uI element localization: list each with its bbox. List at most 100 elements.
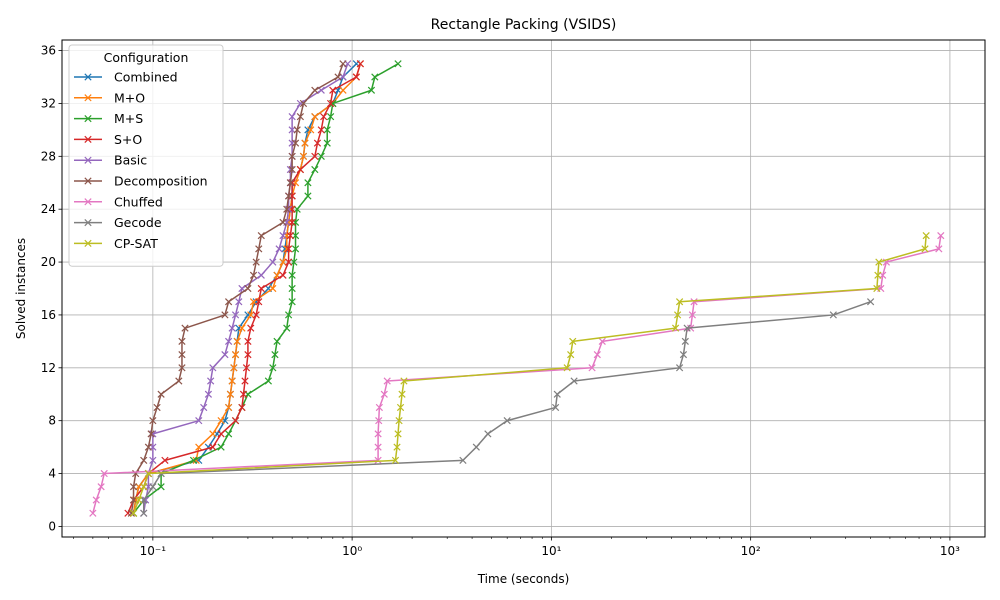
data-point	[288, 165, 296, 174]
legend-label: M+S	[114, 111, 143, 126]
legend-label: Basic	[114, 153, 147, 168]
data-point	[284, 192, 293, 200]
data-point	[874, 271, 882, 279]
data-point	[157, 483, 165, 491]
data-point	[329, 86, 337, 94]
data-point	[140, 456, 148, 464]
data-point	[257, 284, 265, 293]
legend-item: CP-SAT	[74, 236, 158, 251]
data-point	[690, 298, 698, 306]
data-point	[339, 86, 347, 94]
data-point	[178, 364, 186, 372]
data-point	[92, 496, 100, 504]
legend-item: Basic	[74, 153, 147, 168]
data-point	[238, 403, 246, 412]
data-point	[224, 430, 233, 438]
data-point	[149, 483, 157, 491]
data-point	[233, 337, 241, 345]
x-tick-label: 10⁻¹	[140, 544, 167, 558]
data-point	[304, 179, 312, 187]
data-point	[241, 377, 249, 385]
data-point	[374, 443, 382, 451]
legend-title: Configuration	[104, 50, 189, 65]
data-point	[291, 139, 300, 147]
data-point	[922, 232, 930, 240]
data-point	[221, 350, 229, 359]
y-tick-label: 4	[48, 467, 56, 481]
y-tick-label: 24	[41, 202, 56, 216]
series-cp-sat	[129, 232, 930, 517]
data-point	[873, 284, 881, 293]
data-point	[228, 324, 236, 332]
data-point	[921, 245, 929, 253]
data-point	[671, 324, 680, 332]
data-point	[375, 417, 383, 425]
data-point	[299, 99, 308, 108]
data-point	[339, 60, 347, 68]
data-point	[866, 298, 875, 306]
legend-box	[68, 44, 224, 267]
data-point	[311, 165, 319, 174]
data-point	[688, 311, 696, 319]
data-point	[935, 245, 943, 253]
legend-item: M+O	[74, 90, 145, 105]
data-point	[391, 456, 400, 464]
data-point	[217, 417, 225, 425]
legend-marker	[84, 239, 92, 248]
y-tick-label: 0	[48, 519, 56, 533]
data-point	[247, 311, 255, 319]
data-point	[396, 403, 405, 412]
data-point	[228, 377, 236, 385]
legend-item: M+S	[74, 111, 143, 126]
series-line	[132, 235, 927, 514]
data-point	[135, 496, 143, 504]
legend-item: S+O	[74, 132, 142, 147]
data-point	[553, 390, 561, 398]
data-point	[288, 298, 296, 306]
data-point	[313, 139, 322, 147]
data-point	[371, 73, 379, 81]
data-point	[284, 311, 293, 319]
data-point	[204, 390, 213, 398]
data-point	[296, 165, 305, 174]
data-point	[209, 364, 217, 372]
plot-frame	[61, 39, 986, 538]
x-tick-label: 10³	[940, 544, 960, 558]
data-point	[286, 179, 295, 187]
data-point	[207, 377, 215, 385]
data-point	[279, 258, 287, 266]
data-point	[288, 152, 296, 160]
data-point	[326, 99, 335, 108]
y-tick-label: 32	[41, 96, 56, 110]
data-point	[244, 337, 252, 345]
data-point	[323, 139, 331, 147]
legend-label: Combined	[114, 70, 178, 85]
data-point	[374, 430, 382, 438]
legend-marker	[84, 135, 92, 144]
y-axis: 0 4 8 12 16 20 24 28 32 36	[41, 44, 62, 533]
data-point	[149, 417, 157, 425]
data-point	[255, 245, 263, 253]
legend-marker	[84, 177, 92, 185]
data-point	[398, 390, 406, 398]
data-point	[679, 350, 688, 359]
data-point	[153, 403, 161, 412]
legend-label: S+O	[114, 132, 142, 147]
data-point	[161, 456, 169, 464]
data-point	[374, 456, 382, 464]
data-point	[231, 311, 240, 319]
data-point	[189, 456, 198, 464]
data-point	[209, 443, 217, 451]
data-point	[286, 232, 295, 240]
data-point	[570, 377, 578, 385]
data-point	[140, 509, 148, 517]
data-point	[503, 417, 511, 425]
data-point	[181, 324, 189, 332]
data-point	[224, 337, 233, 345]
data-point	[829, 311, 837, 319]
legend-marker	[84, 94, 92, 102]
data-point	[311, 86, 319, 94]
y-tick-label: 28	[41, 149, 56, 163]
data-point	[144, 469, 153, 478]
